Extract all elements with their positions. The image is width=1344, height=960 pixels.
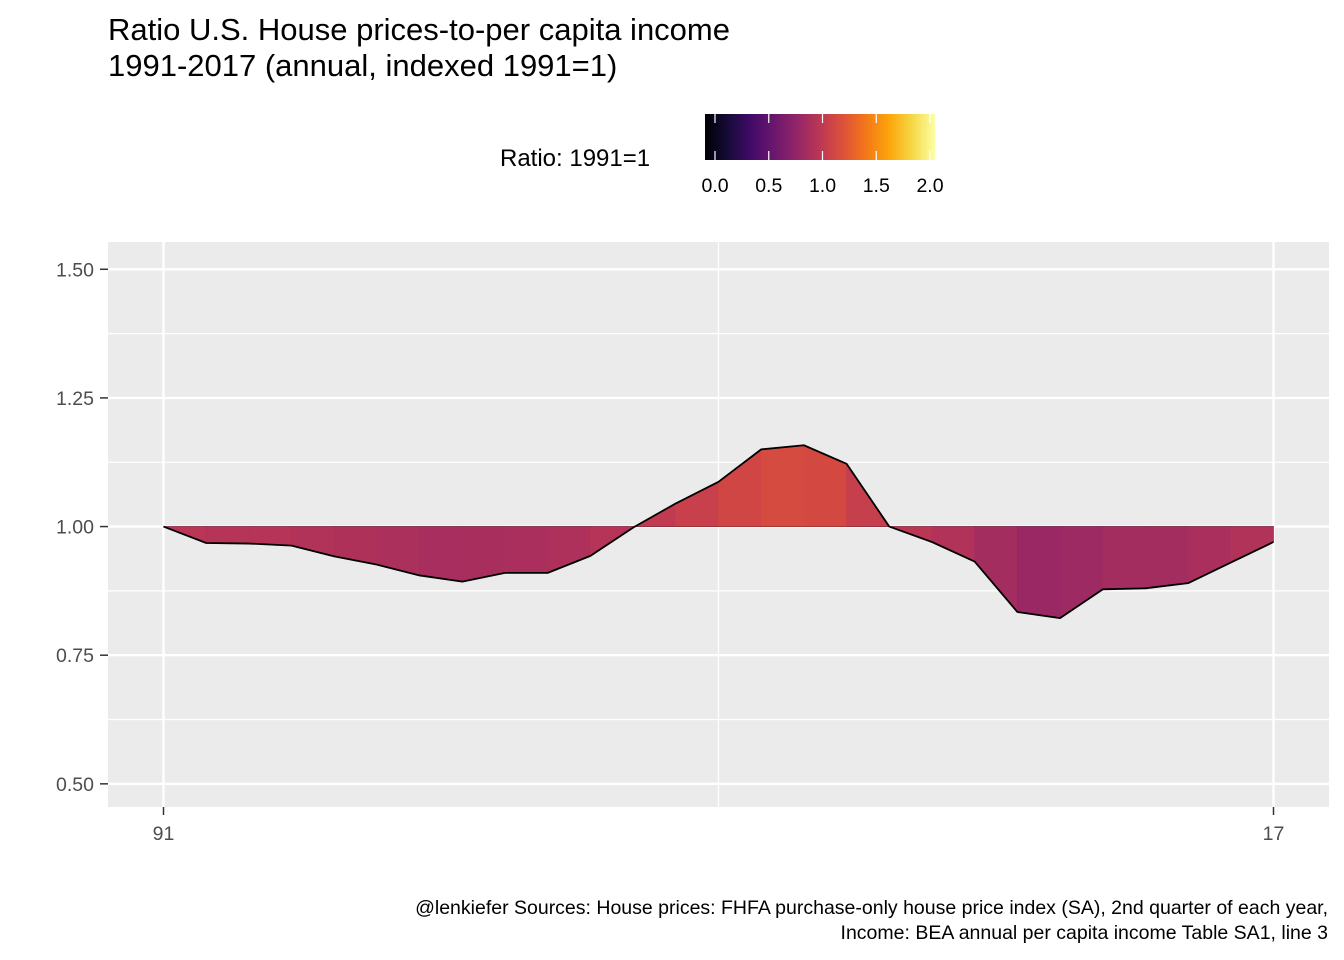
area-segment-2013	[1102, 526, 1146, 590]
y-tick-label: 1.00	[56, 517, 94, 539]
area-series	[163, 444, 1274, 620]
area-segment-2005	[760, 444, 805, 527]
area-outline	[163, 444, 1274, 620]
source-caption: @lenkiefer Sources: House prices: FHFA p…	[415, 896, 1328, 946]
chart-title: Ratio U.S. House prices-to-per capita in…	[108, 12, 730, 47]
area-segment-2011	[1016, 526, 1061, 619]
y-axis: 0.50 0.75 1.00 1.25 1.50	[56, 259, 108, 796]
area-segment-1992	[205, 526, 250, 544]
y-tick-label: 1.25	[56, 388, 94, 410]
area-segment-1999	[504, 526, 549, 574]
area-segment-1997	[419, 526, 463, 583]
chart-subtitle: 1991-2017 (annual, indexed 1991=1)	[108, 48, 618, 83]
area-segment-2014	[1145, 526, 1189, 589]
x-axis: 91 17	[153, 807, 1285, 845]
area-segment-1993	[248, 526, 292, 547]
caption-line-1: @lenkiefer Sources: House prices: FHFA p…	[415, 897, 1328, 919]
x-tick-label: 17	[1263, 823, 1285, 845]
x-tick-label: 91	[153, 823, 175, 845]
y-tick-label: 0.75	[56, 645, 94, 667]
chart-plot: 0.50 0.75 1.00 1.25 1.50 91 17	[56, 242, 1329, 845]
y-tick-label: 0.50	[56, 774, 94, 796]
caption-line-2: Income: BEA annual per capita income Tab…	[840, 922, 1328, 944]
y-tick-label: 1.50	[56, 259, 94, 281]
chart-title-block: Ratio U.S. House prices-to-per capita in…	[108, 12, 730, 84]
